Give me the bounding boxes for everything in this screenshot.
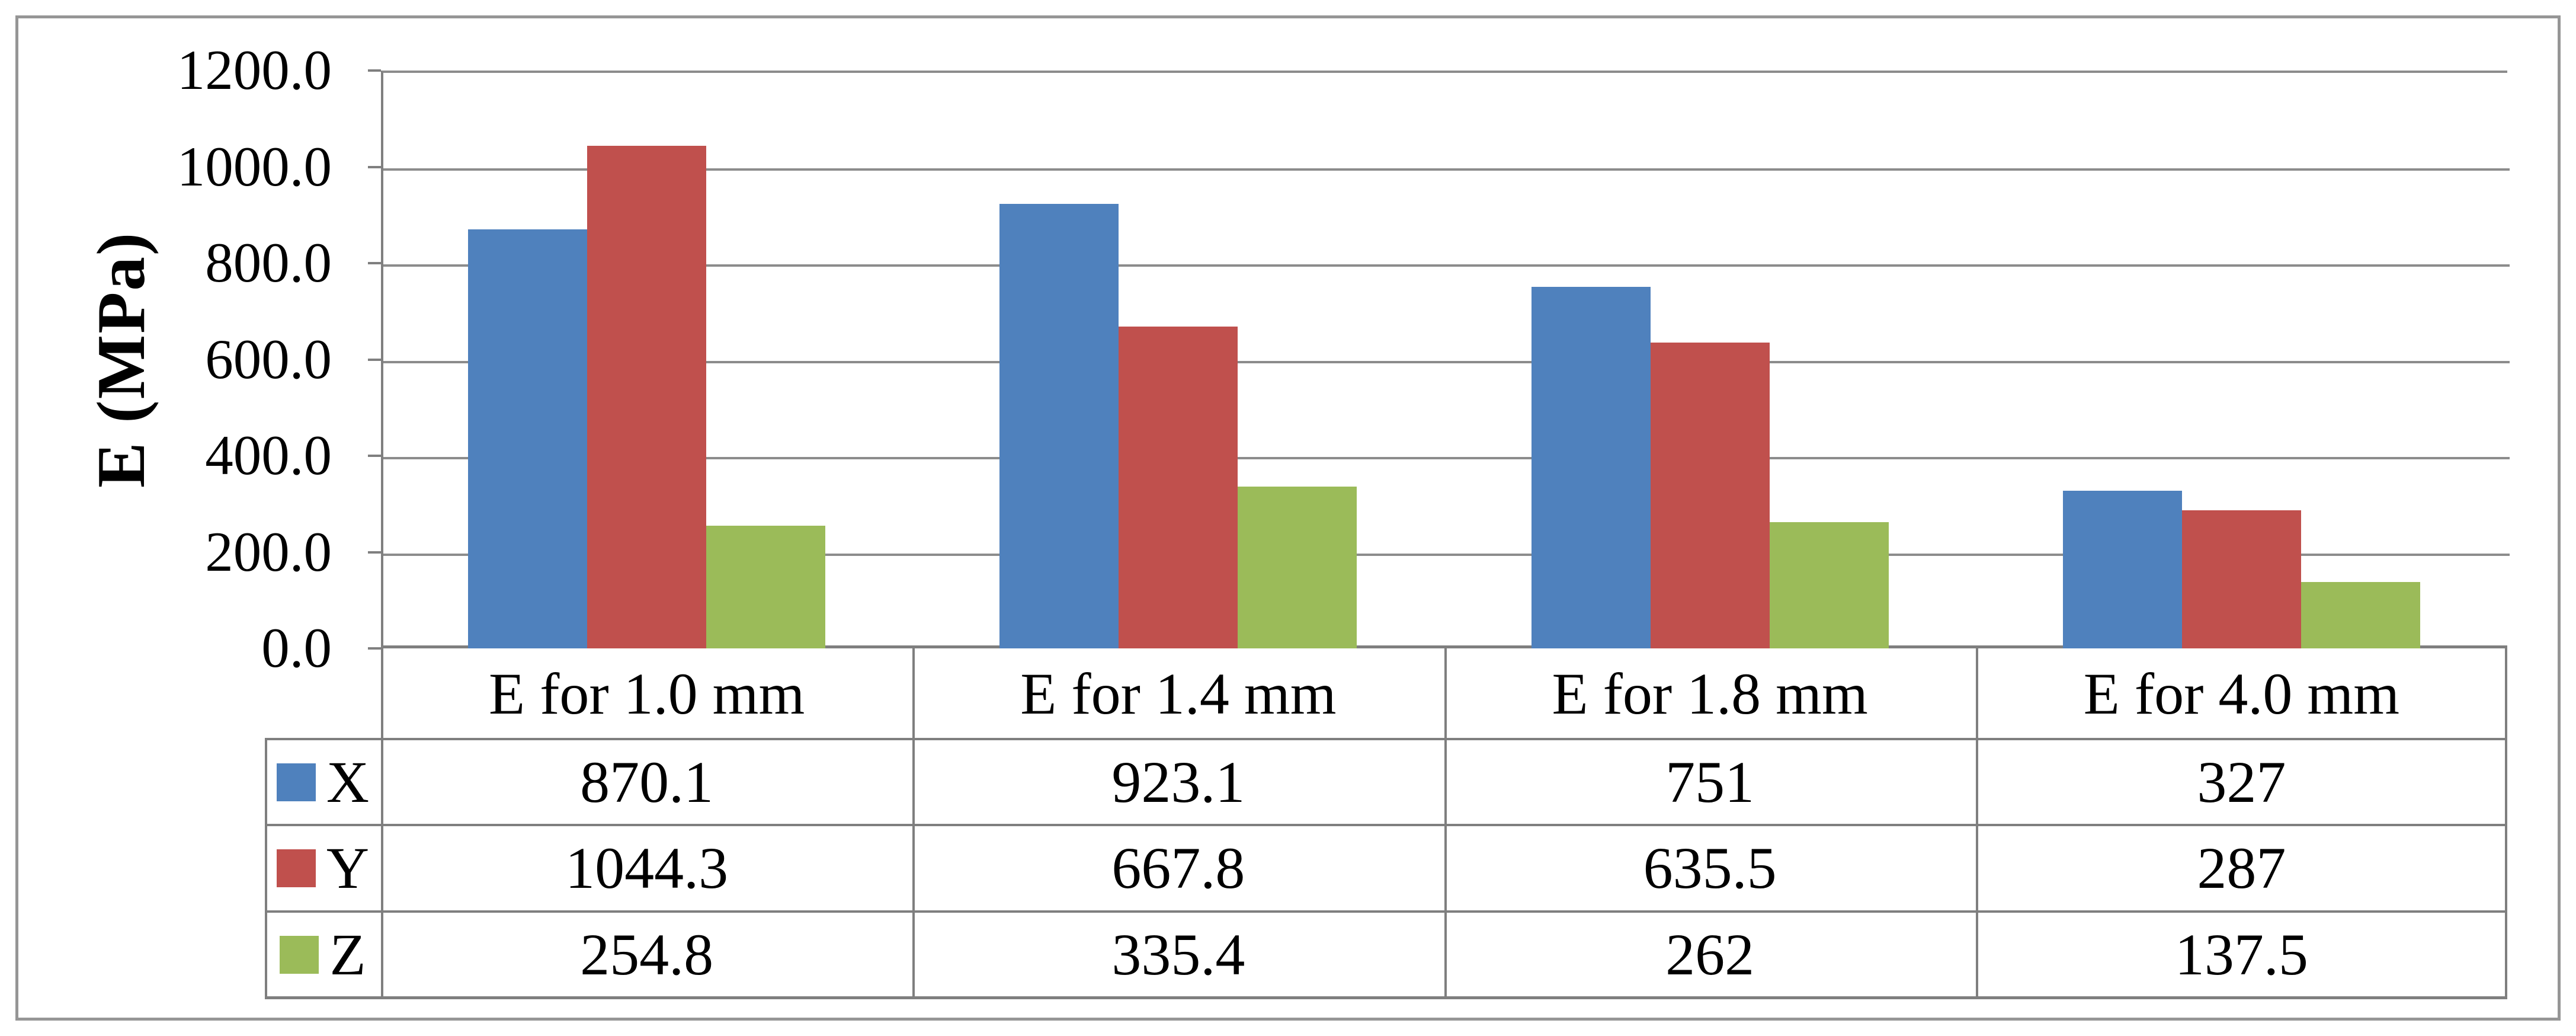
figure-border <box>15 15 2561 1021</box>
table-value-cell: 635.5 <box>1643 835 1777 901</box>
bar-X-4 <box>2062 491 2182 648</box>
table-value-cell: 262 <box>1665 921 1755 987</box>
bar-Y-1 <box>587 145 707 648</box>
table-row-line <box>265 824 2507 826</box>
table-value-cell: 1044.3 <box>565 835 729 901</box>
table-value-cell: 923.1 <box>1111 749 1245 815</box>
legend-key-Z: Z <box>265 912 381 997</box>
bar-X-2 <box>999 203 1119 648</box>
table-col-line <box>2505 648 2507 997</box>
table-col-line <box>1444 648 1447 997</box>
table-header-cell: E for 1.0 mm <box>488 660 805 727</box>
legend-label: X <box>326 749 370 815</box>
gridline <box>383 457 2510 459</box>
table-value-cell: 287 <box>2197 835 2286 901</box>
y-tick-label: 800.0 <box>205 231 332 294</box>
table-header-cell: E for 4.0 mm <box>2083 660 2399 727</box>
gridline <box>383 264 2510 267</box>
gridline <box>383 360 2510 363</box>
table-row-line <box>265 910 2507 913</box>
table-col-line <box>912 648 915 997</box>
y-tick-label: 400.0 <box>205 424 332 487</box>
y-tick-mark <box>368 165 381 168</box>
bar-Y-3 <box>1650 342 1770 648</box>
y-tick-mark <box>368 69 381 72</box>
bar-Y-2 <box>1119 327 1238 648</box>
gridline <box>383 168 2510 171</box>
table-row-line <box>265 996 2507 999</box>
y-tick-label: 1200.0 <box>177 39 332 101</box>
y-tick-mark <box>368 262 381 264</box>
plot-area <box>381 71 2510 648</box>
table-value-cell: 335.4 <box>1111 921 1245 987</box>
bar-Y-4 <box>2181 510 2301 648</box>
y-tick-label: 200.0 <box>205 520 332 583</box>
legend-key-Y: Y <box>265 825 381 912</box>
legend-label: Y <box>326 835 370 901</box>
table-header-cell: E for 1.8 mm <box>1552 660 1868 727</box>
bar-Z-4 <box>2301 582 2420 648</box>
table-col-line <box>265 739 267 997</box>
y-tick-label: 1000.0 <box>177 135 332 198</box>
table-value-cell: 667.8 <box>1111 835 1245 901</box>
legend-swatch-Y <box>276 849 316 887</box>
gridline <box>383 553 2510 556</box>
y-tick-mark <box>368 455 381 457</box>
table-value-cell: 751 <box>1665 749 1755 815</box>
y-tick-label: 0.0 <box>261 616 332 679</box>
bar-X-1 <box>468 229 588 648</box>
table-header-cell: E for 1.4 mm <box>1020 660 1337 727</box>
table-value-cell: 327 <box>2197 749 2286 815</box>
table-value-cell: 137.5 <box>2174 921 2308 987</box>
legend-label: Z <box>329 921 366 987</box>
bar-Z-1 <box>706 525 826 648</box>
y-tick-mark <box>368 551 381 554</box>
y-tick-mark <box>368 647 381 650</box>
table-value-cell: 254.8 <box>580 921 714 987</box>
y-tick-label: 600.0 <box>205 327 332 391</box>
table-col-line <box>381 648 383 997</box>
table-value-cell: 870.1 <box>580 749 714 815</box>
bar-Z-2 <box>1238 487 1357 648</box>
table-row-line <box>265 738 2507 740</box>
table-col-line <box>1975 648 1978 997</box>
bar-X-3 <box>1531 286 1651 648</box>
legend-key-X: X <box>265 739 381 825</box>
bar-Z-3 <box>1769 522 1889 648</box>
legend-swatch-X <box>276 763 316 801</box>
legend-swatch-Z <box>280 935 319 974</box>
y-tick-mark <box>368 358 381 361</box>
